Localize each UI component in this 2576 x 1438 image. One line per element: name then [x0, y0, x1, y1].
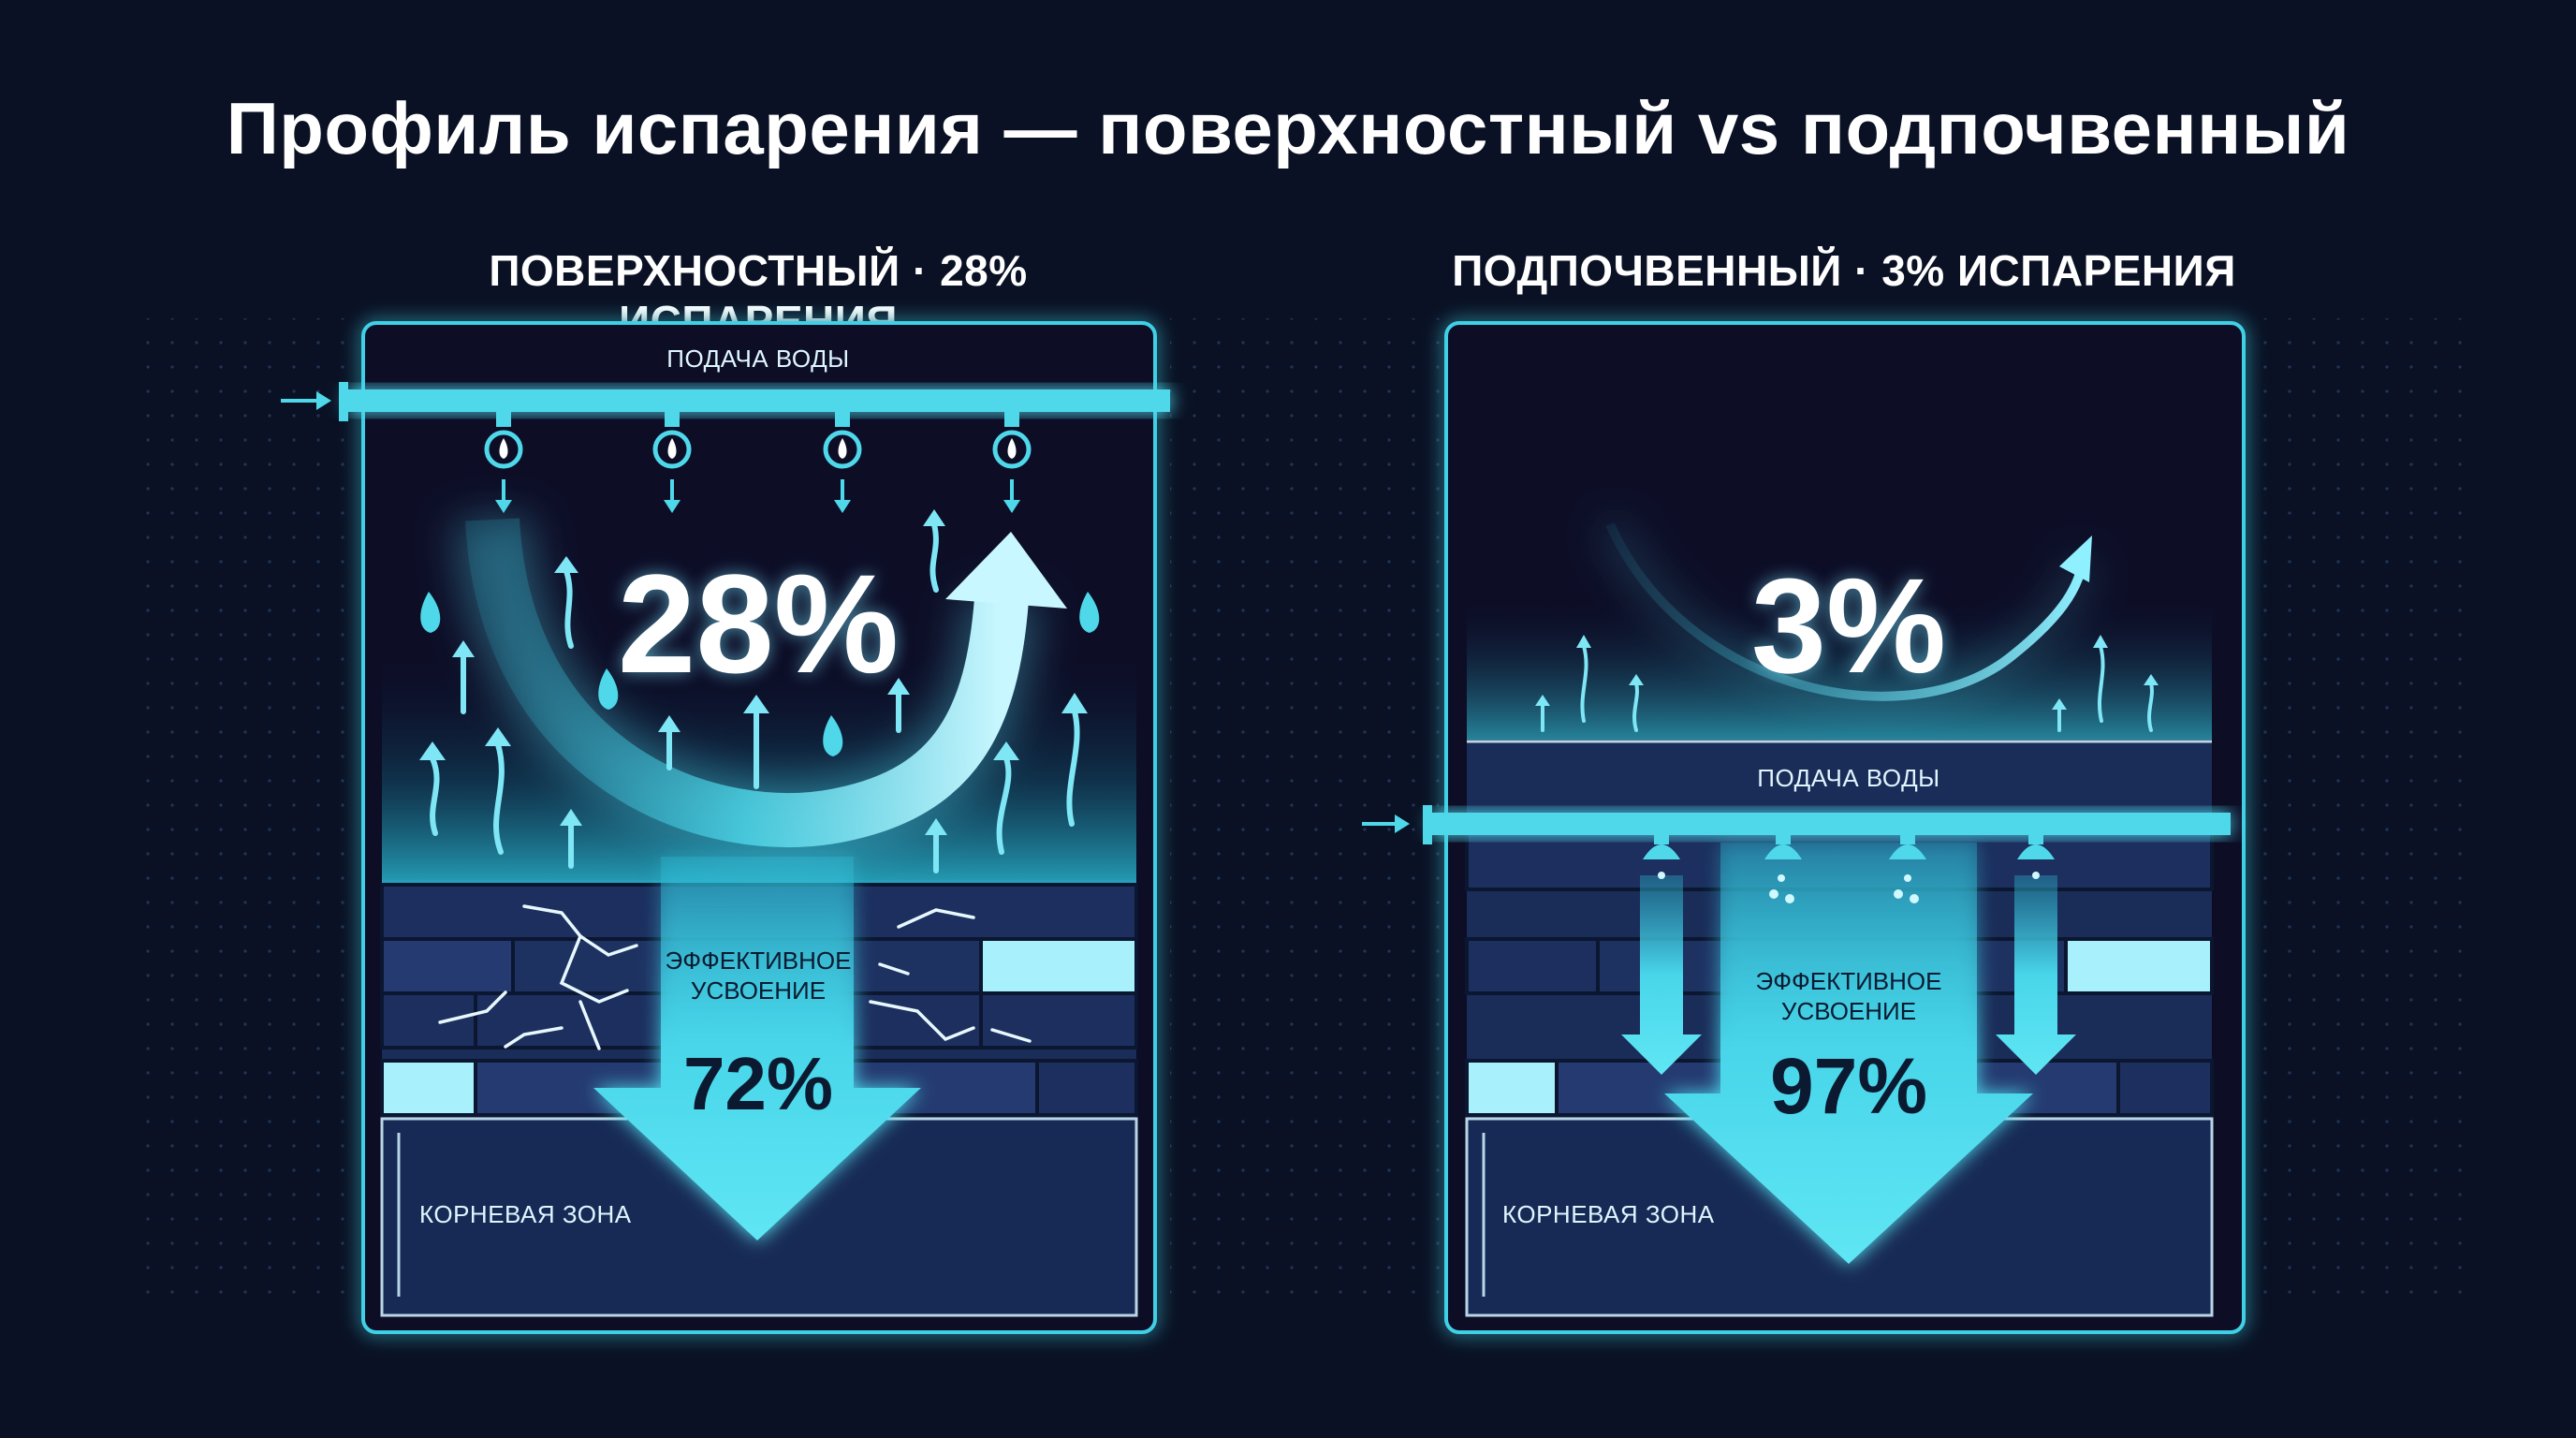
- subsurface-evaporation-arrowhead: [2059, 536, 2092, 582]
- surface-evaporation-value: 28%: [617, 545, 900, 702]
- subsurface-uptake-arrow: [1664, 843, 2033, 1264]
- surface-uptake-label-line1: ЭФФЕКТИВНОЕ: [665, 946, 852, 975]
- surface-dripper-4: [992, 412, 1032, 513]
- dot-grid-left: [140, 318, 365, 1301]
- subsurface-uptake-label-line2: УСВОЕНИЕ: [1780, 997, 1917, 1025]
- subsurface-emitters: [1643, 835, 2055, 859]
- surface-root-zone-label: КОРНЕВАЯ ЗОНА: [419, 1200, 632, 1228]
- subsurface-panel-heading: ПОДПОЧВЕННЫЙ · 3% ИСПАРЕНИЯ: [1452, 246, 2236, 295]
- subsurface-emitter-drops: [1658, 872, 2040, 903]
- subsurface-side-arrow-left: [1621, 875, 1702, 1075]
- surface-dripper-2: [652, 412, 692, 513]
- surface-uptake-label: ЭФФЕКТИВНОЕ УСВОЕНИЕ: [637, 946, 880, 1005]
- subsurface-evaporation-arc: [1605, 521, 2087, 701]
- surface-evaporation-arc: [465, 518, 1029, 847]
- surface-steam-arrowheads: [419, 509, 1088, 835]
- surface-soil-cracks: [438, 904, 1032, 1050]
- surface-panel: [281, 321, 1170, 1334]
- dot-grid-right: [2247, 318, 2471, 1301]
- page-title: Профиль испарения — поверхностный vs под…: [226, 87, 2350, 169]
- surface-uptake-label-line2: УСВОЕНИЕ: [690, 976, 827, 1005]
- surface-supply-label: ПОДАЧА ВОДЫ: [666, 345, 850, 373]
- surface-dripper-3: [823, 412, 862, 513]
- surface-pipe-cap: [339, 382, 348, 421]
- subsurface-evaporation-value: 3%: [1750, 550, 1947, 701]
- subsurface-root-zone-label: КОРНЕВАЯ ЗОНА: [1502, 1200, 1715, 1228]
- dot-grid-middle: [1170, 318, 1442, 1301]
- surface-dripper-1: [484, 412, 523, 513]
- surface-uptake-arrow: [593, 857, 921, 1240]
- subsurface-uptake-label: ЭФФЕКТИВНОЕ УСВОЕНИЕ: [1727, 966, 1970, 1026]
- surface-supply-pipe: [348, 389, 1170, 412]
- surface-evaporation-arrowhead: [945, 532, 1067, 609]
- surface-uptake-value: 72%: [682, 1042, 834, 1125]
- surface-steam-arrows: [430, 521, 1080, 873]
- subsurface-uptake-label-line1: ЭФФЕКТИВНОЕ: [1755, 967, 1942, 995]
- subsurface-supply-pipe: [1432, 813, 2231, 835]
- subsurface-panel: [1362, 321, 2246, 1334]
- subsurface-uptake-value: 97%: [1769, 1042, 1928, 1130]
- subsurface-surface-haze: [1467, 599, 2212, 740]
- surface-droplets: [420, 592, 1100, 756]
- subsurface-steam-arrowheads: [1535, 635, 2159, 710]
- subsurface-steam-arrows: [1541, 644, 2154, 732]
- subsurface-side-arrow-right: [1996, 875, 2076, 1075]
- subsurface-supply-label: ПОДАЧА ВОДЫ: [1757, 764, 1940, 792]
- subsurface-pipe-cap: [1423, 805, 1432, 844]
